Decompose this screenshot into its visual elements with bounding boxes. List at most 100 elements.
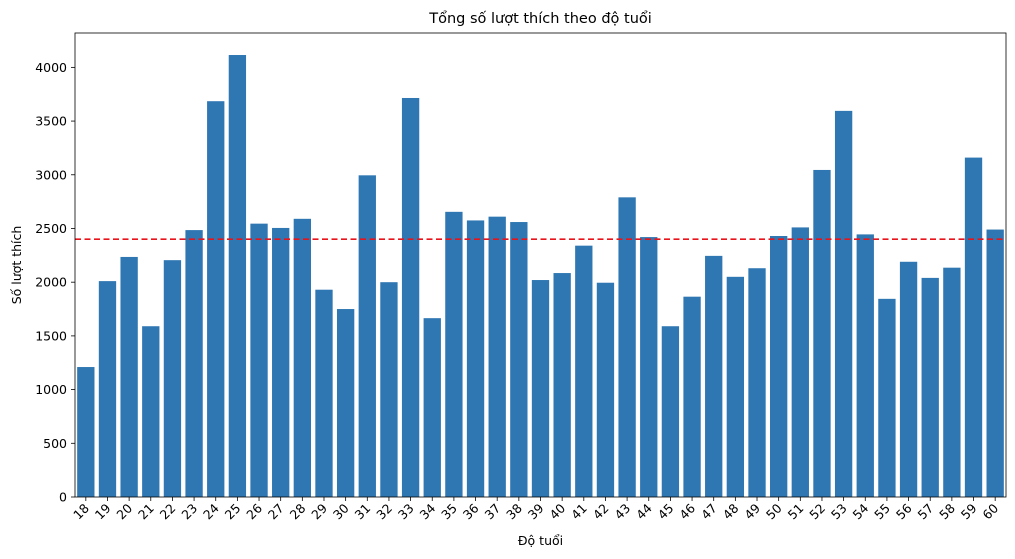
bar-44 xyxy=(640,237,658,497)
x-tick-label: 41 xyxy=(568,501,590,523)
x-tick-label: 36 xyxy=(460,500,482,522)
bar-35 xyxy=(445,211,463,498)
bar-34 xyxy=(423,318,441,497)
x-tick-label: 60 xyxy=(979,500,1001,522)
bar-56 xyxy=(899,261,918,497)
bar-22 xyxy=(163,260,182,497)
bar-58 xyxy=(943,267,961,497)
bar-55 xyxy=(878,298,896,497)
x-tick-label: 29 xyxy=(308,500,330,522)
x-tick-label: 25 xyxy=(222,501,244,523)
bar-54 xyxy=(856,234,874,497)
x-tick-label: 48 xyxy=(720,500,742,522)
x-tick-label: 59 xyxy=(958,500,980,522)
x-tick-label: 20 xyxy=(113,500,135,522)
bar-24 xyxy=(207,101,225,497)
x-tick-label: 39 xyxy=(525,500,547,522)
y-tick-label: 2500 xyxy=(35,221,67,236)
x-tick-label: 37 xyxy=(481,501,503,523)
y-axis: 0 500 1000 1500 2000 2500 3000 3500 4000 xyxy=(35,60,75,505)
bar-29 xyxy=(315,289,333,497)
bar-45 xyxy=(661,326,680,497)
bar-33 xyxy=(401,97,420,498)
bar-57 xyxy=(921,277,939,497)
x-tick-label: 54 xyxy=(850,500,872,522)
bar-50 xyxy=(770,236,788,497)
bar-18 xyxy=(77,367,95,497)
bar-47 xyxy=(705,255,723,497)
x-tick-label: 46 xyxy=(676,500,698,522)
x-tick-label: 24 xyxy=(200,500,222,522)
chart-title: Tổng số lượt thích theo độ tuổi xyxy=(428,10,652,27)
x-tick-label: 57 xyxy=(914,501,936,523)
y-tick-label: 1000 xyxy=(35,382,67,397)
x-tick-label: 55 xyxy=(871,501,893,523)
bar-21 xyxy=(142,326,160,497)
x-tick-label: 27 xyxy=(265,501,287,523)
x-tick-label: 51 xyxy=(785,501,807,523)
x-tick-label: 44 xyxy=(633,500,655,522)
x-tick-label: 43 xyxy=(611,501,633,523)
bar-23 xyxy=(185,230,203,497)
x-tick-label: 34 xyxy=(417,500,439,522)
x-tick-label: 53 xyxy=(828,501,850,523)
bar-27 xyxy=(272,227,290,497)
x-tick-label: 52 xyxy=(806,501,828,523)
y-tick-label: 3500 xyxy=(35,114,67,129)
bar-59 xyxy=(964,157,983,497)
y-tick-label: 500 xyxy=(43,436,67,451)
x-tick-label: 30 xyxy=(330,500,352,522)
bar-49 xyxy=(748,268,766,497)
x-tick-label: 42 xyxy=(590,501,612,523)
x-tick-label: 38 xyxy=(503,500,525,522)
y-axis-label: Số lượt thích xyxy=(9,226,24,305)
x-tick-label: 21 xyxy=(135,501,157,523)
y-tick-label: 4000 xyxy=(35,60,67,75)
x-tick-label: 18 xyxy=(70,500,92,522)
x-axis: 18 19 20 21 22 23 24 25 26 27 28 29 30 31 32 33 34 35 36 37… xyxy=(70,497,1001,522)
bars-group xyxy=(77,55,1004,498)
x-tick-label: 35 xyxy=(438,501,460,523)
bar-38 xyxy=(510,222,528,497)
x-tick-label: 28 xyxy=(287,500,309,522)
bar-39 xyxy=(531,280,550,497)
x-tick-label: 47 xyxy=(698,501,720,523)
bar-41 xyxy=(575,245,593,497)
plot-frame xyxy=(74,32,1007,498)
bar-51 xyxy=(791,227,809,497)
x-axis-label: Độ tuổi xyxy=(518,533,563,548)
x-tick-label: 22 xyxy=(157,501,179,523)
x-tick-label: 56 xyxy=(893,500,915,522)
bar-40 xyxy=(553,273,571,497)
y-tick-label: 3000 xyxy=(35,167,67,182)
x-tick-label: 32 xyxy=(373,501,395,523)
bar-48 xyxy=(726,276,745,497)
bar-43 xyxy=(618,197,636,498)
bar-31 xyxy=(358,175,376,497)
bar-53 xyxy=(834,110,853,498)
x-tick-label: 50 xyxy=(763,500,785,522)
y-tick-label: 0 xyxy=(59,490,67,505)
bar-36 xyxy=(466,220,485,498)
bar-28 xyxy=(293,218,311,497)
x-tick-label: 33 xyxy=(395,501,417,523)
bar-32 xyxy=(380,282,398,497)
y-tick-label: 2000 xyxy=(35,275,67,290)
x-tick-label: 40 xyxy=(546,500,568,522)
x-tick-label: 26 xyxy=(243,500,265,522)
y-tick-label: 1500 xyxy=(35,328,67,343)
bar-30 xyxy=(336,309,355,497)
bar-42 xyxy=(596,282,615,497)
x-tick-label: 58 xyxy=(936,500,958,522)
bar-60 xyxy=(986,229,1004,498)
bar-19 xyxy=(98,281,117,497)
bar-26 xyxy=(250,223,268,498)
bar-46 xyxy=(683,296,701,497)
x-tick-label: 45 xyxy=(655,501,677,523)
bar-25 xyxy=(228,55,247,497)
bar-20 xyxy=(120,256,138,497)
x-tick-label: 31 xyxy=(352,501,374,523)
x-tick-label: 19 xyxy=(92,500,114,522)
bar-37 xyxy=(488,216,506,497)
